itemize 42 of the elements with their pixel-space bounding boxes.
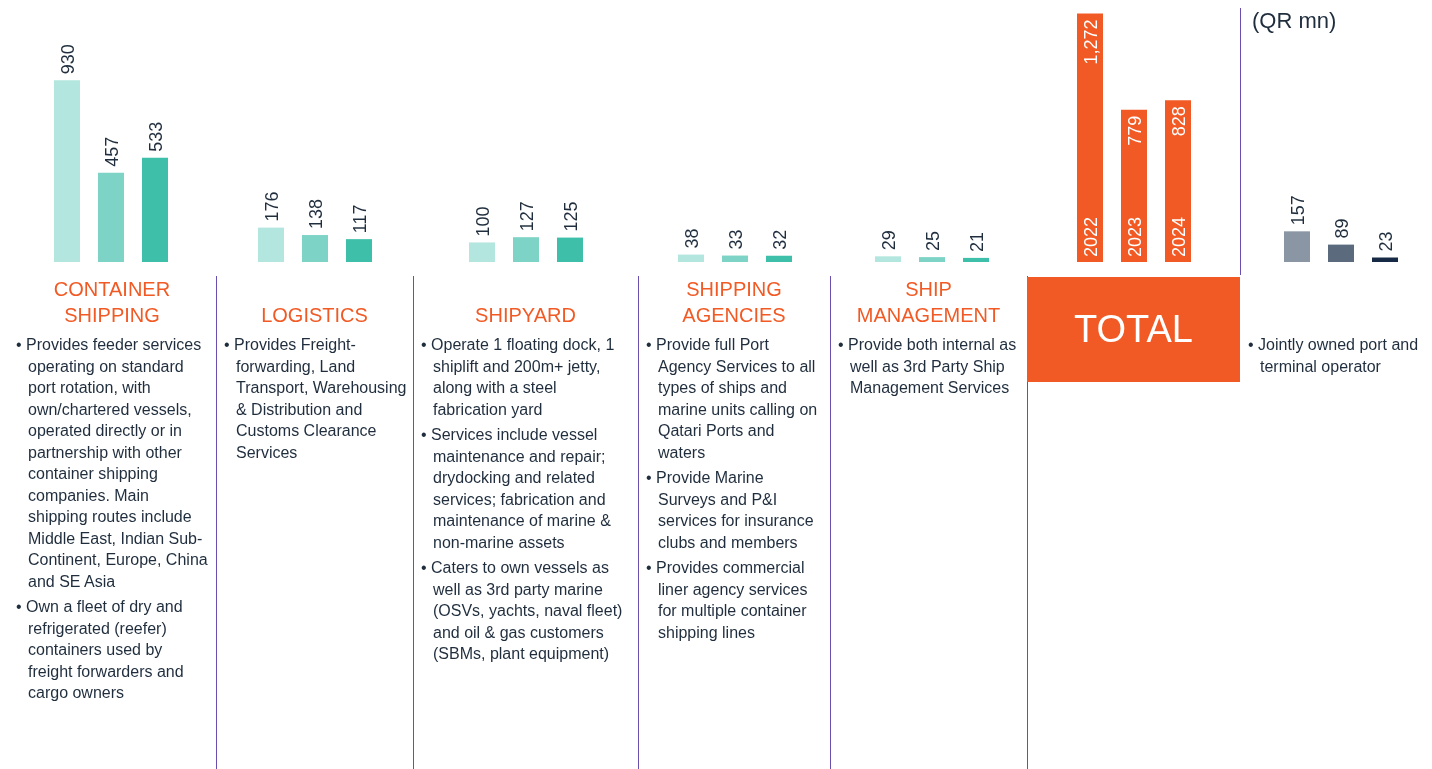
text: LOGISTICS [261, 303, 368, 328]
text: • Provides feeder services operating on standard port rotation, with own/chartered vessels, operated directly or in partnership with other container shipping companies. Main shipping routes include Middle East, Indian Sub-Continent, Europe, China and SE Asia [16, 336, 208, 590]
data-label: 38 [682, 228, 702, 249]
x-tick-label: 2024 [1169, 216, 1189, 257]
text: • Provides Freight-forwarding, Land Transport, Warehousing & Distribution and Customs Clearance Services [224, 335, 407, 463]
data-label: 1,272 [1081, 19, 1101, 65]
x-tick-label: 2022 [1081, 216, 1101, 257]
text: • Provide Marine Surveys and P&I services for insurance clubs and members [646, 468, 815, 553]
data-label: 125 [561, 201, 581, 232]
text: SHIPYARD [475, 303, 576, 328]
text: SHIPPING AGENCIES [681, 277, 787, 328]
text: • Provide both internal as well as 3rd Party Ship Management Services [838, 335, 1018, 398]
data-label: 828 [1169, 106, 1189, 137]
text: • Caters to own vessels as well as 3rd party marine (OSVs, yachts, naval fleet) and oil & gas customers (SBMs, plant equipment) [421, 558, 624, 664]
text: CONTAINER SHIPPING [52, 277, 172, 328]
data-label: 29 [879, 230, 899, 251]
data-label: 157 [1288, 195, 1308, 226]
data-label: 930 [58, 44, 78, 75]
data-label: 33 [726, 229, 746, 250]
data-label: 89 [1332, 218, 1352, 239]
data-label: 533 [146, 121, 166, 152]
text: • Own a fleet of dry and refrigerated (reefer) containers used by freight forwarders and cargo owners [16, 597, 185, 703]
y-axis-title: (QR mn) [1252, 8, 1337, 34]
data-label: 127 [517, 201, 537, 232]
text: • Provide full Port Agency Services to all types of ships and marine units calling on Qatari Ports and waters [646, 335, 819, 463]
data-label: 100 [473, 206, 493, 237]
data-label: 23 [1376, 231, 1396, 252]
x-tick-label: 2023 [1125, 216, 1145, 257]
data-label: 779 [1125, 115, 1145, 146]
data-label: 457 [102, 136, 122, 167]
data-label: 32 [770, 229, 790, 250]
data-label: 176 [262, 191, 282, 222]
text: SHIP MANAGEMENT [855, 277, 1002, 328]
text: • Provides commercial liner agency services for multiple container shipping lines [646, 558, 809, 643]
text: • Operate 1 floating dock, 1 shiplift and 200m+ jetty, along with a steel fabrication yard [421, 335, 616, 420]
text: • Services include vessel maintenance and repair; drydocking and related services; fabrication and maintenance of marine & non-marine assets [421, 425, 612, 553]
data-label: 25 [923, 231, 943, 252]
data-label: 117 [350, 204, 370, 234]
data-label: 138 [306, 198, 326, 230]
text: • Jointly owned port and terminal operator [1248, 335, 1420, 377]
data-label: 21 [967, 231, 987, 252]
text: TOTAL [1027, 277, 1240, 382]
